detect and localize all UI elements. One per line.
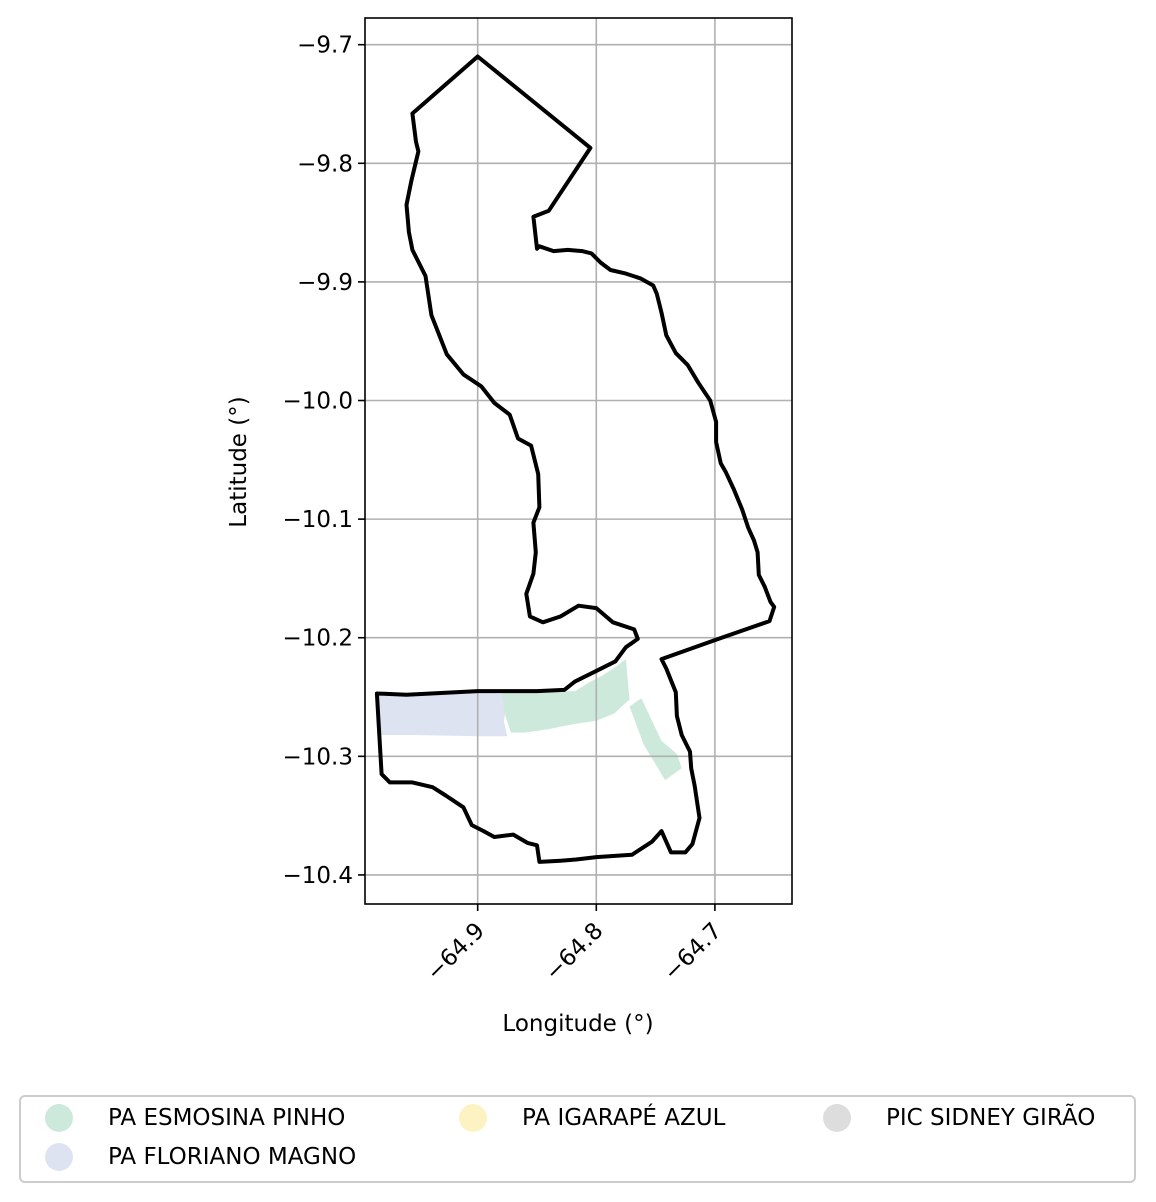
- municipality-boundary: [374, 54, 777, 864]
- x-axis-title: Longitude (°): [502, 1011, 653, 1037]
- legend-label: PA IGARAPÉ AZUL: [522, 1105, 726, 1131]
- grid-lines: [365, 18, 792, 904]
- legend-label: PIC SIDNEY GIRÃO: [886, 1105, 1096, 1131]
- x-tick-label: −64.8: [540, 918, 608, 986]
- region-pa-esmosina-pinho-2: [629, 698, 682, 781]
- region-pa-floriano-magno-0: [376, 692, 508, 737]
- y-tick-label: −10.1: [283, 507, 353, 533]
- boundary-outline: [374, 54, 777, 864]
- legend-label: PA ESMOSINA PINHO: [108, 1105, 346, 1131]
- x-tick-label: −64.9: [422, 918, 490, 986]
- y-tick-label: −10.4: [283, 863, 353, 889]
- legend-item-floriano-magno: PA FLORIANO MAGNO: [45, 1142, 356, 1172]
- region-pa-esmosina-pinho-1: [501, 659, 630, 733]
- plot-frame: [364, 17, 793, 905]
- legend-marker: [459, 1104, 487, 1132]
- x-tick-label: −64.7: [659, 918, 727, 986]
- legend-item-sidney-girao: PIC SIDNEY GIRÃO: [823, 1103, 1095, 1133]
- legend-label: PA FLORIANO MAGNO: [108, 1144, 357, 1170]
- y-tick-label: −9.8: [297, 151, 353, 177]
- legend-marker: [45, 1143, 73, 1171]
- y-tick-label: −10.3: [283, 744, 353, 770]
- legend-item-igarape-azul: PA IGARAPÉ AZUL: [459, 1103, 725, 1133]
- y-tick-label: −10.0: [283, 389, 353, 415]
- y-tick-label: −9.9: [297, 270, 353, 296]
- legend-item-esmosina-pinho: PA ESMOSINA PINHO: [45, 1103, 345, 1133]
- legend-marker: [45, 1104, 73, 1132]
- y-tick-label: −9.7: [297, 33, 353, 59]
- axis-ticks: −64.9 −64.8 −64.7 −9.7 −9.8 −9.9 −10.0 −10.1 −10…: [283, 33, 728, 986]
- y-axis-title: Latitude (°): [226, 396, 252, 527]
- y-tick-label: −10.2: [283, 626, 353, 652]
- legend: PA ESMOSINA PINHO PA FLORIANO MAGNO PA I…: [19, 1095, 1136, 1183]
- legend-marker: [823, 1104, 851, 1132]
- settlement-regions: [376, 659, 682, 781]
